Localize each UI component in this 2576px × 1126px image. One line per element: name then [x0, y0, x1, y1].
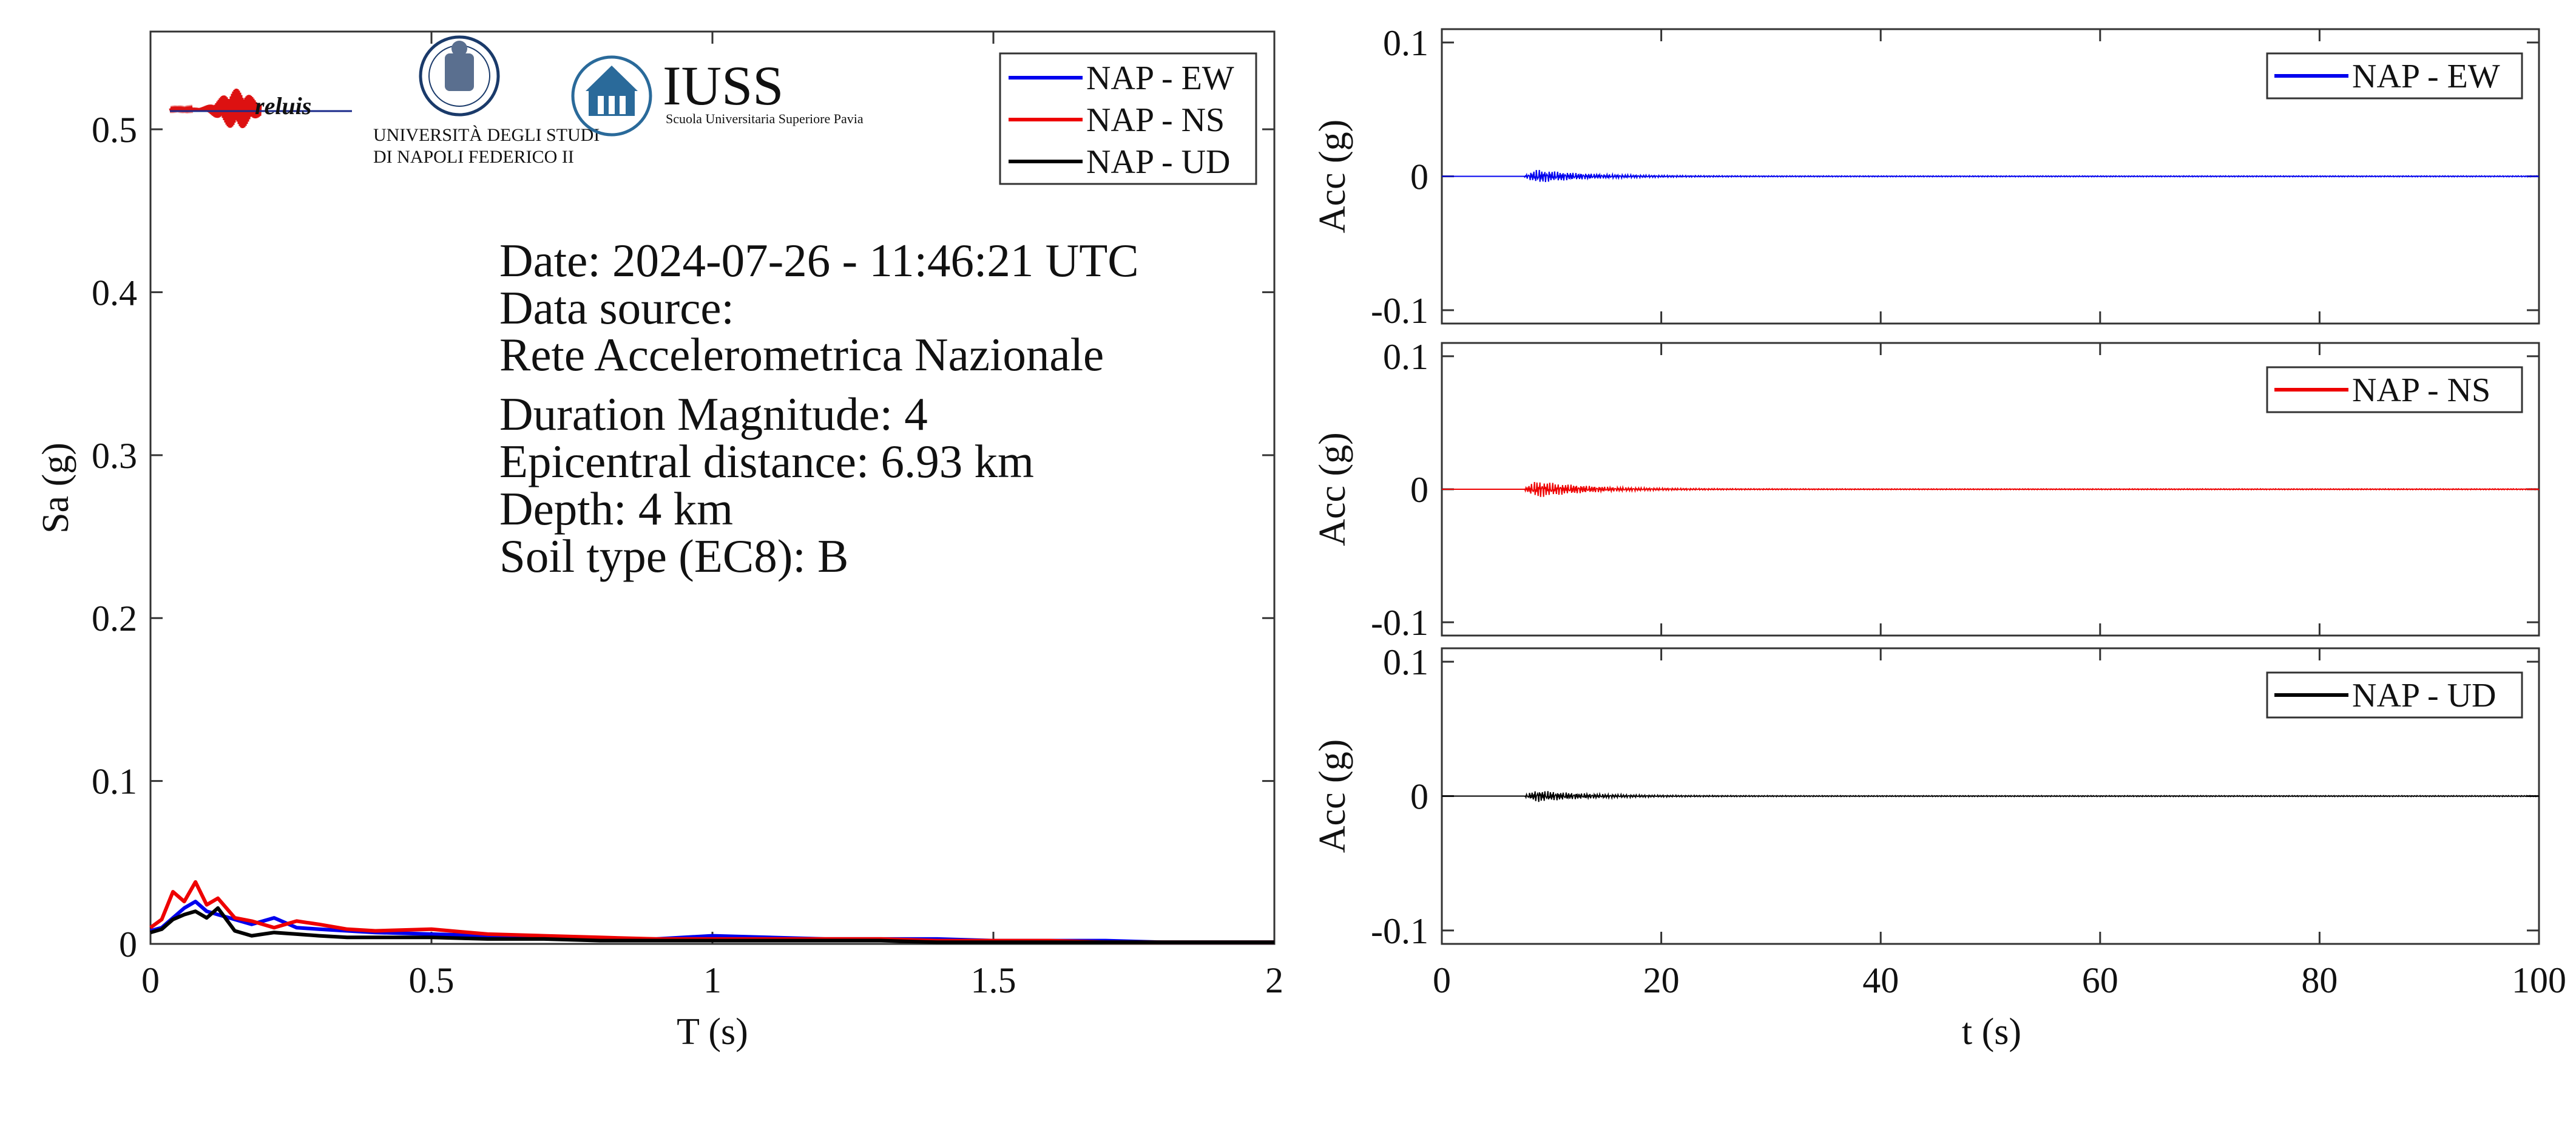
depth: Depth: 4 km — [499, 483, 733, 535]
time-history-panel-ns: -0.1 0 0.1 Acc (g) NAP - NS — [1312, 337, 2540, 643]
epicentral-distance: Epicentral distance: 6.93 km — [499, 435, 1034, 487]
spectrum-x-tick-label: 2 — [1265, 960, 1283, 1000]
spectrum-x-label: T (s) — [677, 1011, 748, 1053]
time-y-label: Acc (g) — [1312, 432, 1353, 546]
time-history-legend-ns: NAP - NS — [2266, 366, 2523, 413]
iuss-wordmark: IUSS — [663, 55, 783, 117]
time-history-legend-ew: NAP - EW — [2266, 52, 2523, 100]
duration-magnitude: Duration Magnitude: 4 — [499, 388, 928, 440]
time-y-tick-label: -0.1 — [1371, 603, 1428, 643]
spectrum-series — [149, 880, 1274, 945]
unina-name-line1: UNIVERSITÀ DEGLI STUDI — [373, 125, 600, 145]
event-date: Date: 2024-07-26 - 11:46:21 UTC — [499, 234, 1139, 287]
iuss-seal — [571, 55, 652, 137]
time-x-tick-label: 0 — [1433, 960, 1451, 1000]
legend-label-ew: NAP - EW — [2352, 58, 2500, 95]
time-x-tick-label: 40 — [1862, 960, 1899, 1000]
time-x-tick-label: 100 — [2512, 960, 2566, 1000]
time-y-tick-label: -0.1 — [1371, 911, 1428, 951]
time-x-tick-label: 80 — [2301, 960, 2338, 1000]
time-history-panel-ew: -0.1 0 0.1 Acc (g) NAP - EW — [1312, 23, 2540, 331]
spectrum-y-tick-label: 0 — [119, 924, 137, 965]
spectrum-y-tick-label: 0.2 — [92, 599, 137, 639]
spectrum-y-tick-label: 0.4 — [92, 273, 137, 313]
spectrum-x-tick-label: 0.5 — [409, 960, 455, 1000]
acc-trace-ns — [1442, 482, 2540, 497]
spectrum-y-tick-label: 0.1 — [92, 762, 137, 802]
time-y-tick-label: 0.1 — [1383, 642, 1428, 682]
time-y-tick-label: 0 — [1410, 777, 1428, 817]
legend-label-ud: NAP - UD — [2352, 677, 2496, 714]
time-y-label: Acc (g) — [1312, 739, 1353, 853]
spectrum-panel: 00.10.20.30.40.5 0 0.5 1 1.5 2 T (s) Sa (g) … — [35, 30, 1283, 1053]
data-source-name: Rete Accelerometrica Nazionale — [499, 328, 1104, 381]
spectrum-x-tick-label: 1 — [703, 960, 722, 1000]
time-y-label: Acc (g) — [1312, 120, 1353, 234]
time-y-tick-label: -0.1 — [1371, 291, 1428, 331]
time-x-tick-label: 60 — [2082, 960, 2118, 1000]
spectrum-line-ud — [150, 906, 1274, 945]
spectrum-legend: NAP - EW NAP - NS NAP - UD — [999, 52, 1257, 185]
unina-logo: UNIVERSITÀ DEGLI STUDI DI NAPOLI FEDERIC… — [373, 35, 600, 167]
spectrum-y-tick-label: 0.5 — [92, 110, 137, 150]
time-y-tick-label: 0 — [1410, 470, 1428, 510]
time-x-tick-label: 20 — [1643, 960, 1680, 1000]
event-info: Date: 2024-07-26 - 11:46:21 UTC Data sou… — [499, 234, 1139, 582]
reluis-wordmark: reluis — [255, 92, 311, 120]
legend-label-ud: NAP - UD — [1086, 143, 1230, 181]
legend-label-ns: NAP - NS — [1086, 101, 1225, 139]
time-x-label: t (s) — [1962, 1011, 2021, 1053]
time-y-tick-label: 0.1 — [1383, 23, 1428, 63]
time-y-tick-label: 0 — [1410, 157, 1428, 197]
spectrum-y-label: Sa (g) — [35, 443, 76, 534]
acc-trace-ew — [1442, 169, 2539, 183]
time-y-tick-label: 0.1 — [1383, 337, 1428, 377]
reluis-logo: reluis — [169, 88, 352, 129]
legend-label-ew: NAP - EW — [1086, 59, 1234, 97]
unina-seal — [419, 35, 500, 117]
iuss-subtitle: Scuola Universitaria Superiore Pavia — [666, 111, 864, 126]
spectrum-x-ticks: 0 0.5 1 1.5 2 — [141, 32, 1283, 1000]
time-history-legend-ud: NAP - UD — [2266, 671, 2523, 719]
legend-label-ns: NAP - NS — [2352, 371, 2490, 409]
acc-trace-ud — [1442, 791, 2540, 802]
spectrum-x-tick-label: 1.5 — [971, 960, 1016, 1000]
spectrum-x-tick-label: 0 — [141, 960, 160, 1000]
iuss-logo: IUSS Scuola Universitaria Superiore Pavi… — [571, 55, 864, 137]
spectrum-y-ticks: 0 0.1 0.2 0.3 0.4 0.5 — [92, 110, 1274, 965]
spectrum-y-tick-label: 0.3 — [92, 436, 137, 476]
soil-type: Soil type (EC8): B — [499, 530, 848, 582]
unina-name-line2: DI NAPOLI FEDERICO II — [373, 147, 574, 167]
data-source-label: Data source: — [499, 282, 734, 334]
